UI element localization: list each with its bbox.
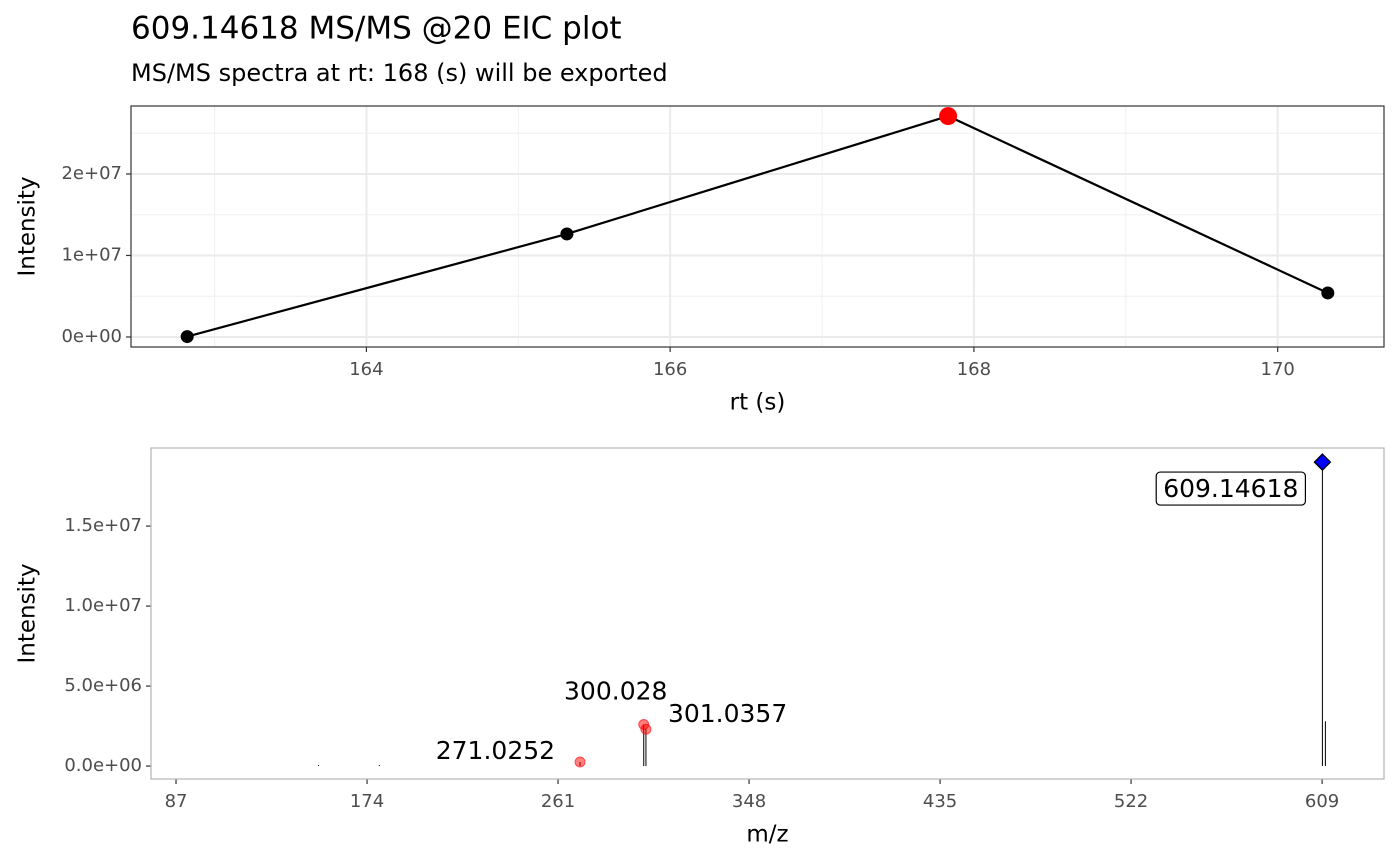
peak-label: 609.14618 [1163, 474, 1298, 503]
peak-label: 271.0252 [436, 736, 555, 765]
chart-title: 609.14618 MS/MS @20 EIC plot [131, 11, 622, 47]
peak-label: 301.0357 [668, 699, 787, 728]
point [180, 330, 194, 344]
y-tick-label: 0e+00 [61, 326, 122, 347]
x-tick-label: 87 [165, 791, 188, 812]
y-tick-label: 5.0e+06 [64, 675, 142, 696]
point [1321, 286, 1335, 300]
x-tick-label: 261 [541, 791, 575, 812]
eic-line [186, 114, 1329, 338]
fragment-point [574, 756, 586, 768]
x-tick-label: 174 [350, 791, 384, 812]
chart-subtitle: MS/MS spectra at rt: 168 (s) will be exp… [131, 59, 668, 87]
precursor-point [1313, 453, 1332, 471]
y-tick-label: 0.0e+00 [64, 755, 142, 776]
y-tick-label: 1.5e+07 [64, 515, 142, 536]
x-axis-title: rt (s) [730, 390, 786, 416]
fragment-point [640, 723, 652, 735]
peak-label: 300.028 [564, 676, 667, 705]
selected-point [939, 107, 958, 126]
x-tick-label: 170 [1261, 359, 1295, 380]
y-tick-label: 1.0e+07 [64, 595, 142, 616]
x-tick-label: 348 [732, 791, 766, 812]
plot-border [130, 105, 1385, 348]
y-axis-title: Intensity [15, 176, 41, 276]
plot-border [150, 447, 1385, 780]
x-tick-label: 164 [349, 359, 383, 380]
y-axis-title: Intensity [15, 563, 41, 663]
x-tick-label: 522 [1114, 791, 1148, 812]
y-tick-label: 1e+07 [61, 244, 122, 265]
y-tick-label: 2e+07 [61, 163, 122, 184]
x-axis-title: m/z [746, 822, 788, 848]
x-tick-label: 166 [653, 359, 687, 380]
point [560, 227, 574, 241]
x-tick-label: 168 [957, 359, 991, 380]
label-box [1155, 471, 1307, 506]
x-tick-label: 435 [923, 791, 957, 812]
x-tick-label: 609 [1305, 791, 1339, 812]
